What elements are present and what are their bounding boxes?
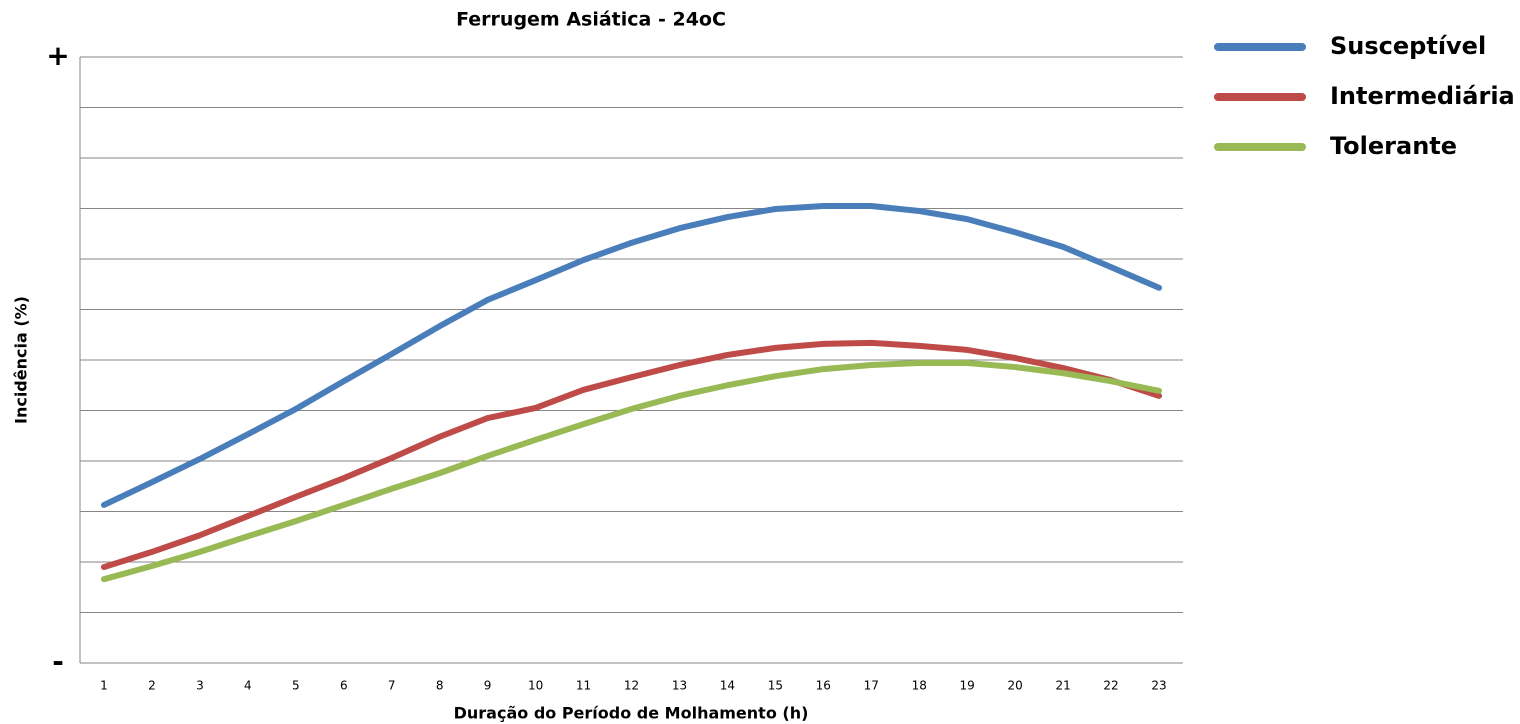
legend-label: Susceptível xyxy=(1330,32,1486,60)
x-tick-label: 14 xyxy=(720,679,735,693)
x-tick-label: 16 xyxy=(816,679,831,693)
x-tick-label: 7 xyxy=(388,679,396,693)
y-axis-label: Incidência (%) xyxy=(12,296,31,424)
x-tick-label: 15 xyxy=(768,679,783,693)
x-tick-label: 2 xyxy=(148,679,156,693)
x-tick-label: 11 xyxy=(576,679,591,693)
x-tick-label: 8 xyxy=(436,679,444,693)
x-tick-label: 18 xyxy=(912,679,927,693)
legend-label: Tolerante xyxy=(1330,132,1457,160)
x-tick-label: 20 xyxy=(1008,679,1023,693)
x-tick-label: 9 xyxy=(484,679,492,693)
x-tick-label: 4 xyxy=(244,679,252,693)
x-tick-label: 22 xyxy=(1103,679,1118,693)
x-tick-label: 23 xyxy=(1151,679,1166,693)
x-tick-label: 12 xyxy=(624,679,639,693)
x-tick-label: 10 xyxy=(528,679,543,693)
legend-label: Intermediária xyxy=(1330,82,1515,110)
x-axis-label: Duração do Período de Molhamento (h) xyxy=(454,704,809,723)
x-tick-label: 17 xyxy=(864,679,879,693)
x-tick-label: 13 xyxy=(672,679,687,693)
series-line xyxy=(100,202,1163,508)
chart-title: Ferrugem Asiática - 24oC xyxy=(456,9,726,31)
x-tick-label: 6 xyxy=(340,679,348,693)
x-tick-label: 1 xyxy=(100,679,108,693)
x-tick-label: 3 xyxy=(196,679,204,693)
x-tick-label: 5 xyxy=(292,679,300,693)
series-line xyxy=(100,360,1163,583)
series-line xyxy=(100,339,1163,571)
x-tick-label: 19 xyxy=(960,679,975,693)
x-tick-label: 21 xyxy=(1055,679,1070,693)
y-tick-label: - xyxy=(52,645,64,678)
y-tick-label: + xyxy=(46,39,69,72)
